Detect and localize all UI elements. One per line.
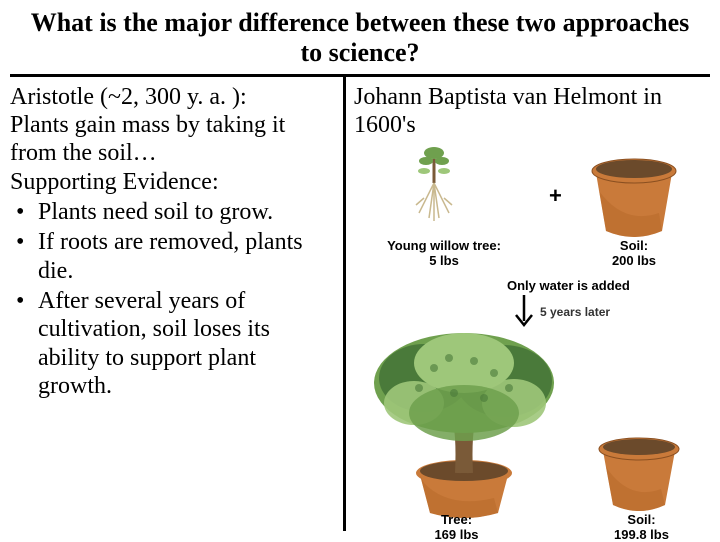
sapling-label-text: Young willow tree: xyxy=(387,238,501,253)
sapling-icon xyxy=(394,143,504,253)
grown-tree-icon xyxy=(354,323,574,518)
slide-title: What is the major difference between the… xyxy=(10,8,710,77)
left-column: Aristotle (~2, 300 y. a. ): Plants gain … xyxy=(10,77,346,531)
soil-top-label: Soil: 200 lbs xyxy=(594,239,674,268)
evidence-label: Supporting Evidence: xyxy=(10,168,335,196)
tree-bottom-label: Tree: 169 lbs xyxy=(409,513,504,542)
list-item: Plants need soil to grow. xyxy=(10,198,335,226)
water-note: Only water is added xyxy=(504,277,633,294)
slide: What is the major difference between the… xyxy=(0,0,720,540)
sapling-label: Young willow tree: 5 lbs xyxy=(374,239,514,268)
sapling-weight: 5 lbs xyxy=(429,253,459,268)
columns: Aristotle (~2, 300 y. a. ): Plants gain … xyxy=(10,77,710,531)
tree-bottom-label-text: Tree: xyxy=(441,512,472,527)
pot-top-icon xyxy=(584,153,684,243)
tree-bottom-weight: 169 lbs xyxy=(434,527,478,542)
years-note: 5 years later xyxy=(540,305,610,319)
list-item: If roots are removed, plants die. xyxy=(10,228,335,285)
pot-bottom-icon xyxy=(589,433,689,518)
left-heading: Aristotle (~2, 300 y. a. ): xyxy=(10,83,335,111)
left-claim: Plants gain mass by taking it from the s… xyxy=(10,111,335,168)
right-heading: Johann Baptista van Helmont in 1600's xyxy=(354,83,710,140)
plus-icon: + xyxy=(549,183,562,209)
soil-bottom-label: Soil: 199.8 lbs xyxy=(599,513,684,542)
list-item: After several years of cultivation, soil… xyxy=(10,287,335,400)
right-column: Johann Baptista van Helmont in 1600's xyxy=(346,77,710,531)
soil-bottom-weight: 199.8 lbs xyxy=(614,527,669,542)
soil-top-label-text: Soil: xyxy=(620,238,648,253)
soil-top-weight: 200 lbs xyxy=(612,253,656,268)
evidence-list: Plants need soil to grow. If roots are r… xyxy=(10,198,335,400)
helmont-diagram: + Young willow tree: 5 lbs xyxy=(354,143,694,523)
soil-bottom-label-text: Soil: xyxy=(627,512,655,527)
